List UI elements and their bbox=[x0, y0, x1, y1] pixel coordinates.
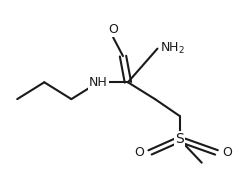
Text: S: S bbox=[175, 132, 184, 146]
Text: O: O bbox=[223, 146, 232, 159]
Text: O: O bbox=[134, 146, 144, 159]
Text: NH: NH bbox=[89, 76, 108, 89]
Text: O: O bbox=[108, 22, 118, 36]
Text: NH$_2$: NH$_2$ bbox=[160, 41, 185, 56]
